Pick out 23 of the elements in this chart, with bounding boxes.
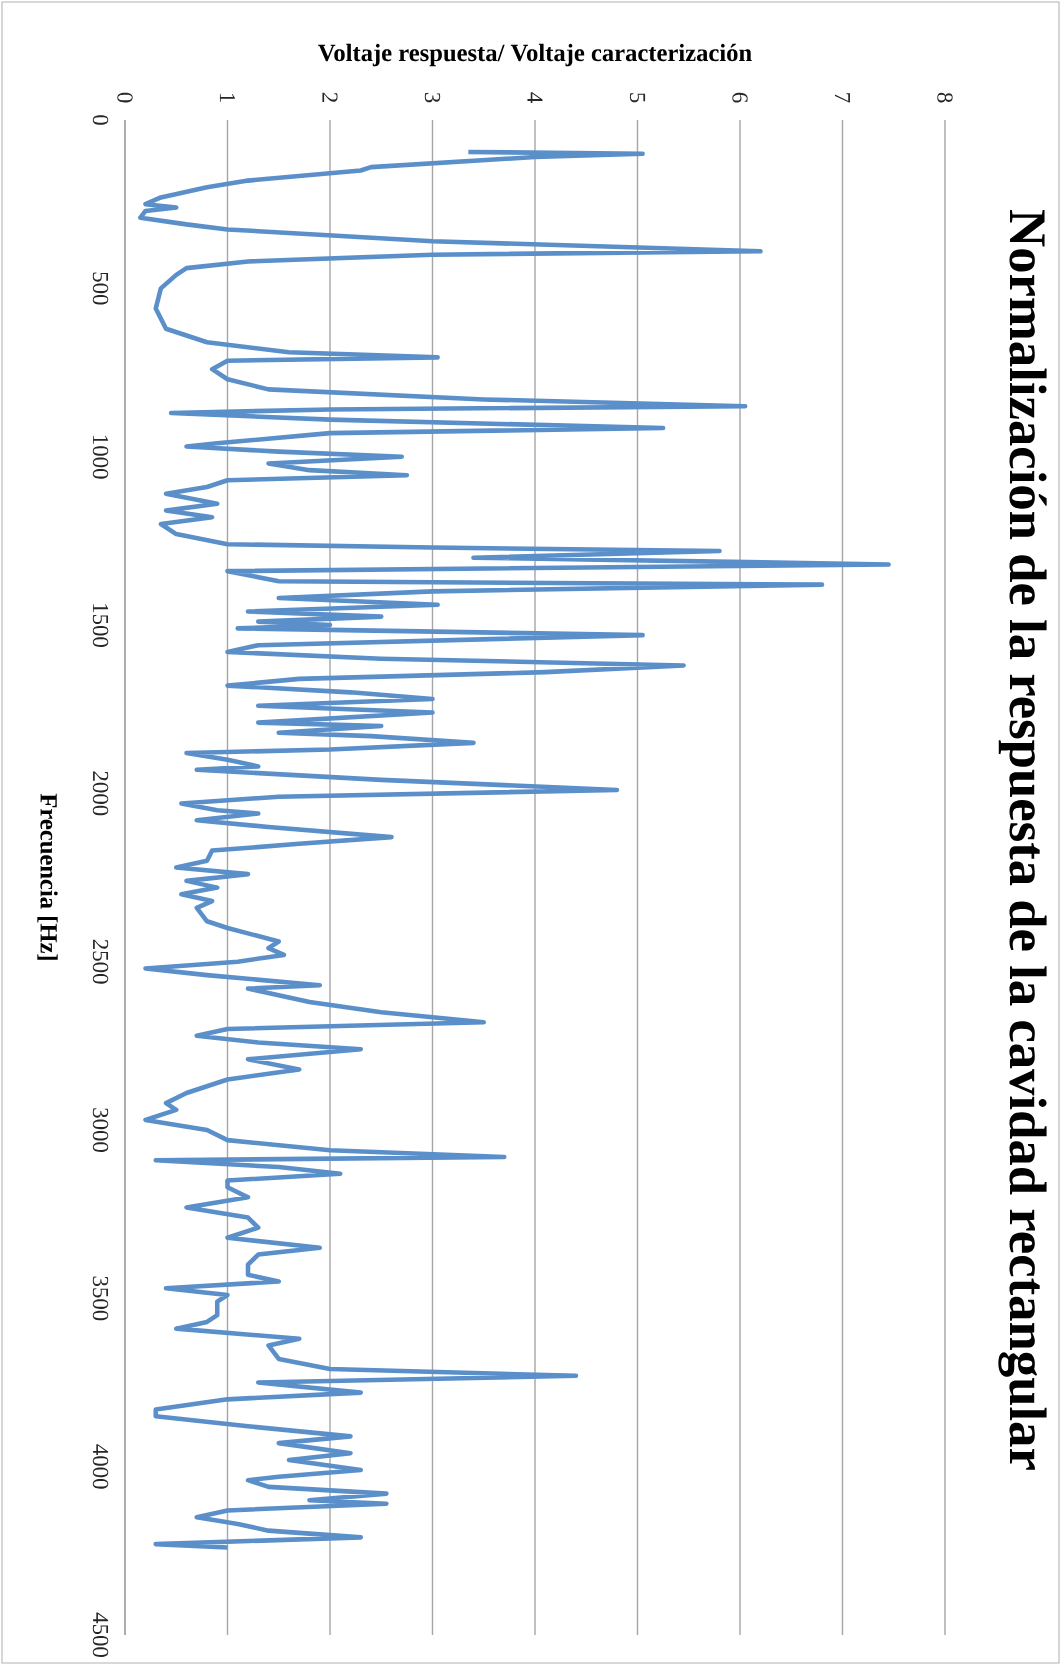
text: Normalización de la respuesta de la cavidad rectangular [998, 210, 1047, 1470]
x-tick-label: 7 [835, 93, 850, 103]
x-tick-label: 2 [322, 92, 338, 103]
y-tick-label: 1500 [92, 604, 109, 647]
y-tick-label: 3500 [92, 1276, 109, 1321]
y-tick-label: 2500 [92, 939, 109, 984]
x-tick-label: 3 [424, 92, 441, 103]
y-tick-label: 2000 [92, 771, 109, 816]
y-tick-label: 500 [92, 272, 109, 305]
y-tick-label: 0 [92, 115, 109, 125]
line-series [138, 149, 891, 1550]
x-tick-label: 6 [732, 92, 748, 103]
y-axis-title: Frecuencia [Hz] [37, 793, 58, 960]
x-axis-title: Voltaje respuesta/ Voltaje caracterización [318, 43, 752, 67]
x-tick-label: 4 [527, 92, 543, 103]
x-tick-label: 5 [629, 93, 646, 103]
y-tick-label: 3000 [92, 1108, 109, 1152]
y-tick-label: 4000 [92, 1444, 109, 1489]
x-tick-label: 8 [937, 92, 953, 103]
y-tick-label: 1000 [92, 435, 109, 479]
x-tick-label: 1 [219, 93, 236, 102]
y-tick-label: 4500 [92, 1612, 109, 1657]
x-tick-label: 0 [117, 92, 133, 103]
